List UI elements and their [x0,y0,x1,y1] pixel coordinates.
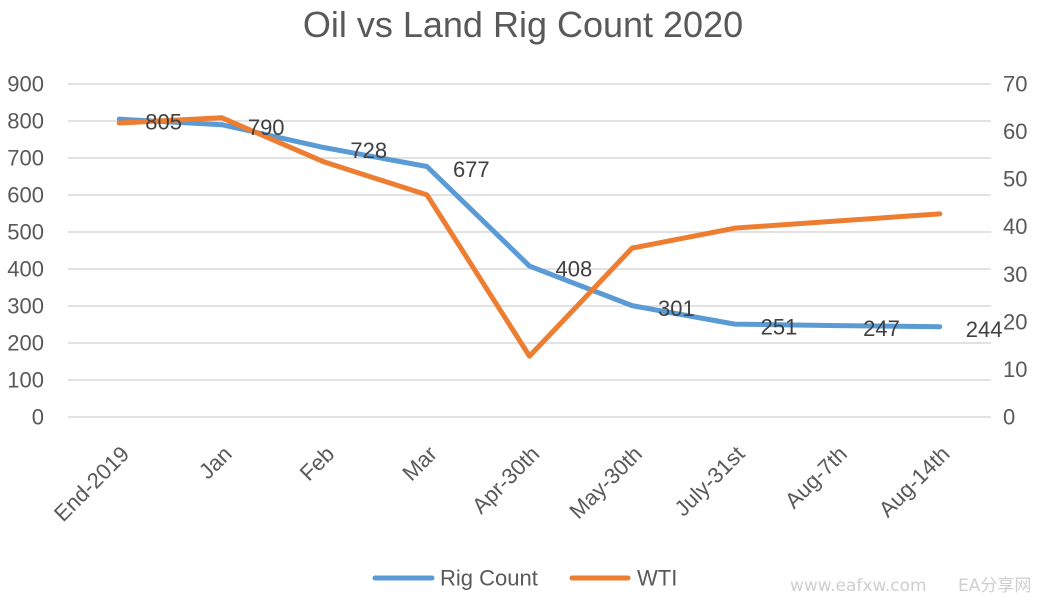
y-axis-tick-label: 500 [7,220,44,245]
chart-title: Oil vs Land Rig Count 2020 [303,4,743,45]
rig-count-data-label: 790 [248,115,285,140]
x-axis-tick-label: July-31st [670,441,750,521]
x-axis-tick-label: Aug-14th [874,441,955,522]
y-axis-tick-label: 600 [7,183,44,208]
rig-count-point [424,164,430,169]
y2-axis-tick-label: 30 [1003,262,1027,287]
wti-point [116,120,122,126]
series-lines [116,115,943,359]
rig-count-data-label: 301 [658,296,695,321]
rig-count-data-label: 677 [453,157,490,182]
wti-series-line [116,115,943,359]
data-labels: 805 790 728 677 408 301 251 247 244 [145,110,1002,343]
watermark-brand: EA分享网 [958,576,1031,596]
y-axis-tick-label: 100 [7,368,44,393]
y2-axis-tick-label: 20 [1003,309,1027,334]
rig-count-data-label: 251 [761,315,798,340]
y-axis-tick-label: 0 [32,405,44,430]
rig-count-data-label: 408 [556,257,593,282]
y2-axis-tick-label: 0 [1003,405,1015,430]
right-y-axis: 0 10 20 30 40 50 60 70 [1003,72,1027,430]
rig-count-point [937,324,943,330]
x-axis-tick-label: Apr-30th [467,441,544,518]
wti-point [629,245,635,251]
x-axis-tick-label: Jan [194,441,237,484]
x-axis: End-2019 Jan Feb Mar Apr-30th May-30th July-31… [49,441,955,526]
wti-point [527,353,532,359]
watermark-url: www.eafxw.com [790,576,927,596]
x-axis-tick-label: May-30th [564,441,647,524]
wti-point [937,211,943,217]
y2-axis-tick-label: 70 [1003,72,1027,97]
y-axis-tick-label: 200 [7,331,44,356]
legend-label: Rig Count [440,566,538,591]
legend: Rig Count WTI [372,566,677,591]
wti-point [321,159,327,165]
rig-count-point [732,321,738,327]
y-axis-tick-label: 300 [7,294,44,319]
x-axis-tick-label: Mar [397,441,441,485]
gridlines [68,83,991,418]
y2-axis-tick-label: 60 [1003,119,1027,144]
legend-item-rig-count: Rig Count [372,566,538,591]
y2-axis-tick-label: 50 [1003,167,1027,192]
x-axis-tick-label: End-2019 [49,441,134,526]
left-y-axis: 0 100 200 300 400 500 600 700 800 900 [7,72,44,430]
y-axis-tick-label: 700 [7,146,44,171]
rig-count-point [834,323,840,329]
y2-axis-tick-label: 10 [1003,357,1027,382]
watermark: www.eafxw.com EA分享网 [790,576,1031,596]
wti-point [424,192,430,198]
wti-point [732,225,738,231]
wti-point [219,115,225,121]
y2-axis-tick-label: 40 [1003,214,1027,239]
rig-count-data-label: 805 [145,110,182,135]
y-axis-tick-label: 800 [7,109,44,134]
wti-point [834,218,840,224]
rig-count-point [116,116,122,122]
y-axis-tick-label: 400 [7,257,44,282]
rig-count-data-label: 244 [966,317,1003,342]
x-axis-tick-label: Feb [295,441,339,485]
legend-label: WTI [637,566,677,591]
rig-count-data-label: 728 [350,138,387,163]
rig-count-point [321,145,327,151]
rig-count-data-label: 247 [863,316,900,341]
y-axis-tick-label: 900 [7,72,44,97]
legend-item-wti: WTI [569,566,677,591]
x-axis-tick-label: Aug-7th [780,441,852,513]
rig-count-point [219,122,225,128]
rig-count-point [629,303,635,309]
rig-count-point [527,263,532,269]
